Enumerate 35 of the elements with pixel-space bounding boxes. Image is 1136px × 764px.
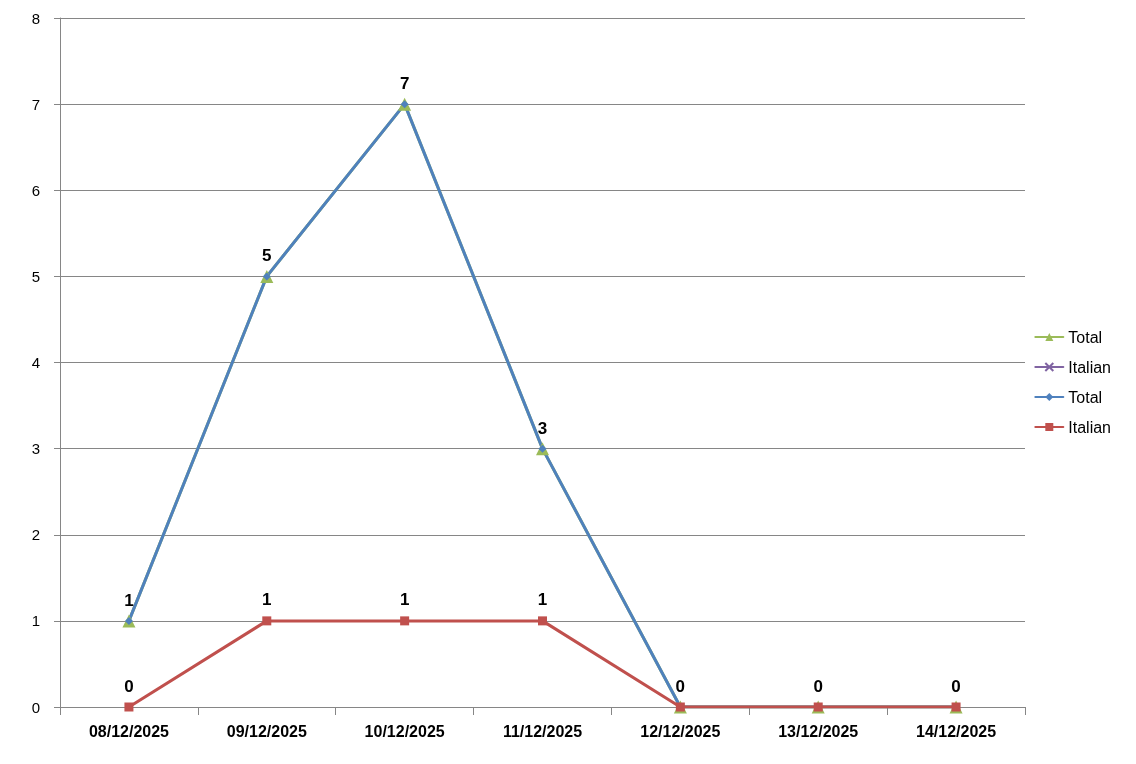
- data-label: 1: [262, 590, 272, 610]
- y-tick-label: 1: [31, 612, 40, 630]
- data-label: 7: [399, 74, 410, 94]
- y-tick-label: 3: [31, 440, 40, 458]
- x-tick-label: 14/12/2025: [916, 722, 997, 740]
- data-label: 3: [537, 418, 548, 438]
- legend-label: Total: [1068, 328, 1103, 346]
- legend-label: Italian: [1068, 418, 1112, 436]
- data-label: 0: [813, 676, 823, 696]
- y-tick-label: 4: [31, 354, 40, 371]
- x-tick-label: 13/12/2025: [778, 722, 859, 740]
- data-label: 5: [262, 246, 272, 266]
- point: [262, 616, 272, 626]
- x-tick-label: 10/12/2025: [364, 722, 445, 740]
- data-label: 1: [124, 590, 134, 610]
- data-label: 0: [675, 676, 686, 696]
- legend-label: Total: [1068, 388, 1103, 406]
- point: [538, 616, 547, 626]
- x-tick-label: 12/12/2025: [640, 722, 721, 740]
- y-tick-label: 5: [31, 267, 40, 285]
- x-tick-label: 09/12/2025: [226, 722, 307, 740]
- y-tick-label: 0: [31, 698, 40, 716]
- y-tick-label: 6: [31, 181, 40, 199]
- data-label: 1: [537, 590, 548, 610]
- point: [400, 616, 410, 626]
- x-tick-label: 08/12/2025: [88, 722, 170, 740]
- legend-label: Italian: [1068, 358, 1112, 376]
- data-label: 0: [124, 676, 134, 696]
- y-tick-label: 7: [31, 95, 40, 113]
- point: [124, 702, 134, 712]
- data-label: 0: [951, 676, 961, 696]
- x-tick-label: 11/12/2025: [502, 722, 583, 740]
- data-label: 1: [399, 590, 410, 610]
- y-tick-label: 2: [31, 526, 40, 544]
- y-tick-label: 8: [31, 9, 40, 27]
